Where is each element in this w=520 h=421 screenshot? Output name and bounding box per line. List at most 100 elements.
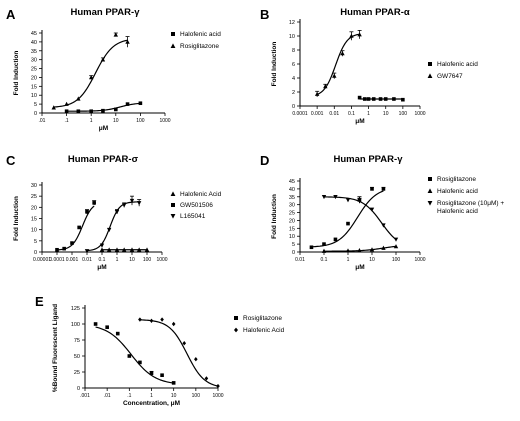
data-point bbox=[114, 107, 118, 112]
x-tick-label: 0.00001 bbox=[33, 257, 51, 263]
y-tick-label: 20 bbox=[289, 218, 295, 224]
data-point bbox=[136, 247, 142, 252]
legend-label: Halofenic Acid bbox=[180, 191, 222, 198]
legend-marker bbox=[170, 43, 176, 48]
y-tick-label: 0 bbox=[292, 250, 295, 256]
x-tick-label: .01 bbox=[39, 118, 46, 124]
x-tick-label: 1 bbox=[347, 257, 350, 263]
data-point bbox=[194, 357, 198, 362]
x-tick-label: 100 bbox=[136, 118, 145, 124]
x-tick-label: 100 bbox=[392, 257, 401, 263]
x-tick-label: 1 bbox=[150, 393, 153, 399]
data-point bbox=[93, 322, 98, 326]
data-point bbox=[381, 187, 386, 191]
y-tick-label: 15 bbox=[31, 84, 37, 90]
data-point bbox=[321, 194, 327, 200]
data-point bbox=[369, 247, 375, 252]
y-tick-label: 25 bbox=[289, 211, 295, 217]
data-point bbox=[127, 354, 132, 358]
legend-marker bbox=[234, 327, 238, 333]
series-diamond bbox=[138, 317, 220, 389]
x-tick-label: 0.01 bbox=[82, 257, 92, 263]
legend-marker bbox=[427, 73, 433, 78]
data-point bbox=[64, 109, 69, 114]
data-point bbox=[77, 225, 81, 230]
data-point bbox=[322, 242, 326, 246]
y-tick-label: 25 bbox=[74, 370, 80, 376]
data-point bbox=[64, 101, 69, 106]
x-axis-label: Concentration, μM bbox=[123, 400, 180, 407]
y-tick-label: 45 bbox=[31, 31, 37, 37]
data-point bbox=[340, 51, 345, 56]
y-tick-label: 5 bbox=[34, 239, 37, 245]
y-axis-label: Fold Induction bbox=[271, 42, 278, 87]
y-axis-label: Fold Induction bbox=[271, 194, 278, 239]
fit-curve bbox=[316, 33, 360, 96]
data-point bbox=[401, 97, 405, 102]
x-tick-label: 0.1 bbox=[99, 257, 106, 263]
data-point bbox=[216, 383, 220, 389]
data-point bbox=[366, 97, 371, 101]
y-tick-label: 100 bbox=[71, 322, 80, 328]
data-point bbox=[332, 73, 337, 78]
y-tick-label: 125 bbox=[71, 306, 80, 312]
data-point bbox=[349, 33, 354, 38]
series-square bbox=[309, 186, 386, 250]
data-point bbox=[333, 237, 338, 242]
y-tick-label: 5 bbox=[292, 242, 295, 248]
data-point bbox=[55, 247, 59, 252]
x-tick-label: 1000 bbox=[156, 257, 167, 263]
data-point bbox=[113, 32, 118, 37]
legend-label: Halofenic acid bbox=[437, 188, 478, 195]
legend-label: Rosiglitazone bbox=[243, 315, 282, 322]
chart-title: Human PPAR-γ bbox=[71, 7, 141, 18]
panel-letter: A bbox=[6, 7, 16, 22]
data-point bbox=[160, 317, 164, 322]
y-tick-label: 10 bbox=[289, 234, 295, 240]
y-tick-label: 15 bbox=[289, 226, 295, 232]
y-tick-label: 12 bbox=[289, 20, 295, 26]
y-tick-label: 45 bbox=[289, 179, 295, 185]
y-tick-label: 20 bbox=[31, 75, 37, 81]
chart-title: Human PPAR-σ bbox=[68, 154, 139, 165]
y-tick-label: 4 bbox=[292, 76, 295, 82]
data-point bbox=[333, 194, 338, 200]
data-point bbox=[371, 97, 376, 101]
series-square bbox=[64, 101, 143, 114]
data-point bbox=[85, 210, 89, 214]
data-point bbox=[204, 376, 209, 381]
series-triangle bbox=[314, 29, 362, 97]
data-point bbox=[392, 97, 396, 101]
data-point bbox=[129, 198, 135, 204]
data-point bbox=[171, 321, 176, 327]
x-tick-label: .001 bbox=[80, 393, 90, 399]
data-point bbox=[144, 247, 150, 252]
data-point bbox=[378, 97, 383, 101]
legend-label: Halofenic acid bbox=[180, 31, 221, 38]
chart-title: Human PPAR-α bbox=[340, 7, 410, 18]
chart-title: Human PPAR-γ bbox=[334, 154, 404, 165]
data-point bbox=[121, 203, 127, 208]
y-tick-label: 10 bbox=[31, 228, 37, 234]
y-tick-label: 0 bbox=[77, 386, 80, 392]
data-point bbox=[76, 109, 81, 114]
series-inverted-triangle bbox=[321, 194, 399, 242]
data-point bbox=[321, 248, 327, 253]
panel-b: B Human PPAR-α 0 2 4 6 8 10 12 0.0001 0.001 0.01 0.1… bbox=[260, 7, 478, 125]
data-point bbox=[89, 109, 93, 114]
legend-label: Halofenic Acid bbox=[243, 327, 285, 334]
y-tick-label: 40 bbox=[31, 40, 37, 46]
series-triangle bbox=[321, 244, 399, 253]
x-tick-label: 100 bbox=[399, 111, 408, 117]
data-point bbox=[314, 91, 320, 96]
y-tick-label: 35 bbox=[289, 195, 295, 201]
series-square bbox=[357, 95, 405, 102]
x-tick-label: 0.1 bbox=[348, 111, 355, 117]
y-tick-label: 2 bbox=[292, 90, 295, 96]
data-point bbox=[357, 32, 362, 37]
panel-e: E 0 25 50 75 100 125 .001 .01 .1 1 10 100 1000 Concent… bbox=[35, 294, 285, 407]
data-point bbox=[62, 246, 66, 251]
x-axis-label: μM bbox=[355, 264, 364, 271]
